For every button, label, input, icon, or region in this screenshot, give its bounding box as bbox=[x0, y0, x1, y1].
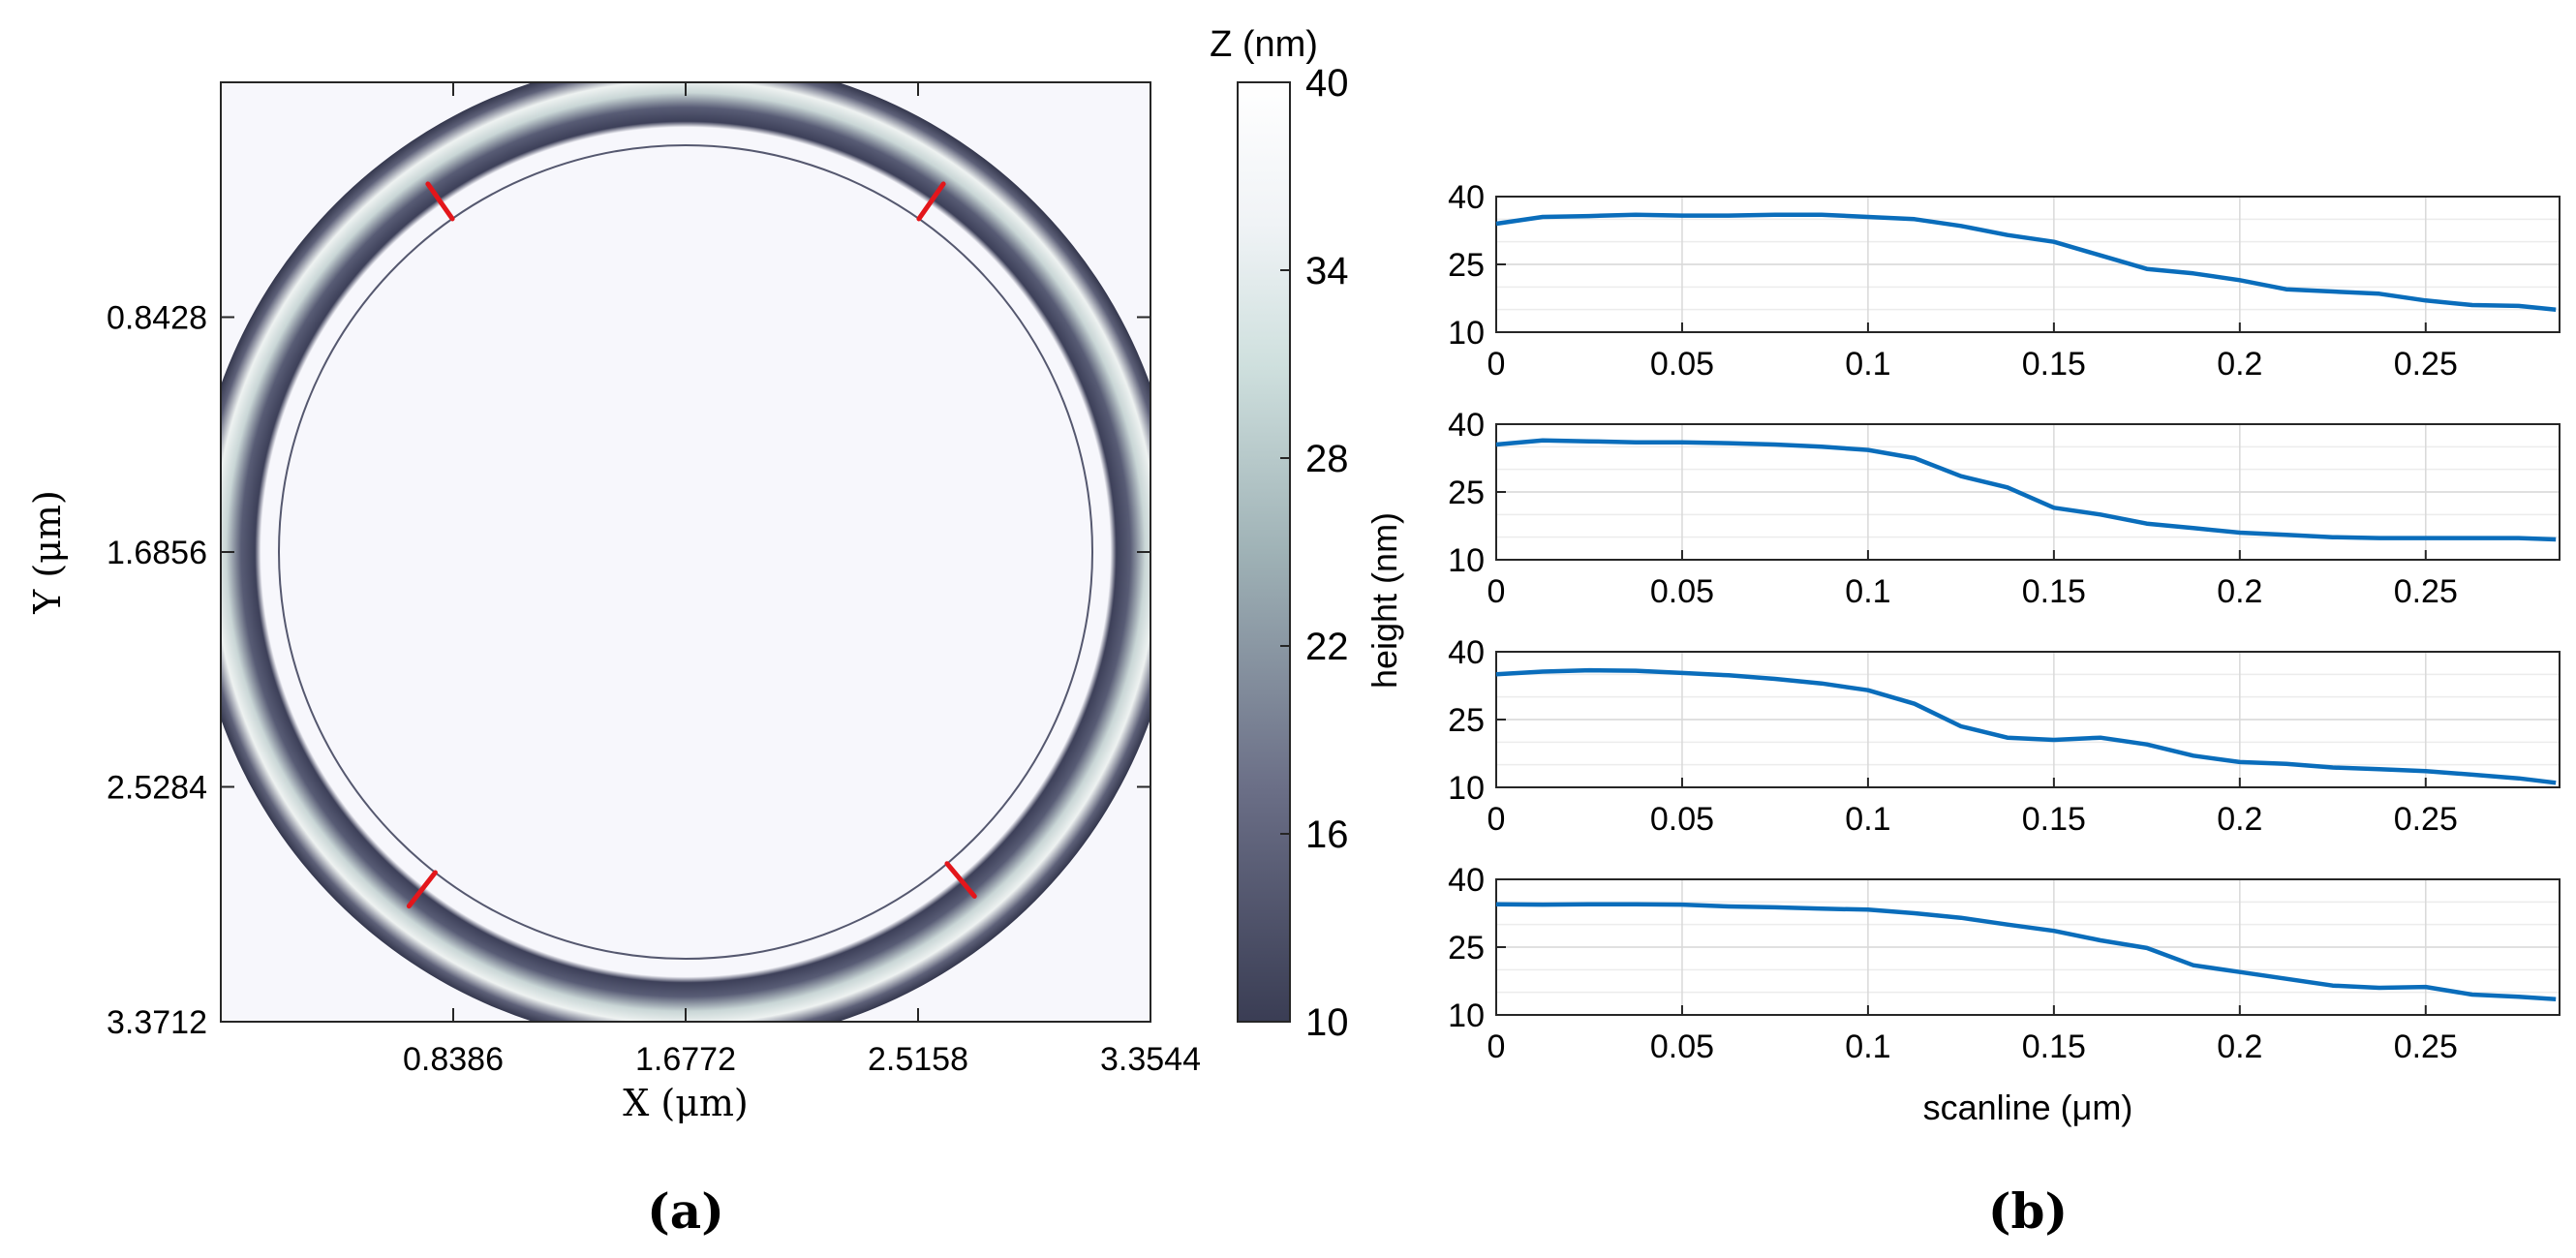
profile-x-tick-label: 0.05 bbox=[1650, 346, 1714, 383]
profiles-x-label: scanline (μm) bbox=[1923, 1088, 2133, 1127]
profile-x-tick-label: 0 bbox=[1487, 346, 1506, 383]
profile-x-tick-label: 0.1 bbox=[1845, 573, 1890, 610]
profile-line-profile-2 bbox=[1495, 438, 2557, 542]
profile-line-profile-4 bbox=[1495, 902, 2557, 1001]
heatmap-y-tick-label: 2.5284 bbox=[107, 770, 207, 807]
profile-x-tick-label: 0.15 bbox=[2022, 801, 2086, 838]
heatmap-x-tick-label: 3.3544 bbox=[1100, 1041, 1201, 1078]
profile-line-profile-1 bbox=[1495, 212, 2557, 312]
scanline-marker-bottom-right bbox=[944, 861, 977, 899]
colorbar-scale bbox=[1237, 81, 1291, 1023]
profile-y-tick-label: 25 bbox=[1448, 475, 1485, 511]
profile-y-tick-label: 10 bbox=[1448, 315, 1485, 352]
profile-x-tick-label: 0.2 bbox=[2217, 573, 2262, 610]
colorbar-tick-label: 40 bbox=[1305, 62, 1349, 105]
profile-x-tick-label: 0 bbox=[1487, 573, 1506, 610]
profile-x-tick-label: 0.25 bbox=[2394, 801, 2458, 838]
colorbar-tick-label: 28 bbox=[1305, 438, 1349, 480]
heatmap-y-label: Y (μm) bbox=[26, 490, 69, 615]
profile-y-tick-label: 10 bbox=[1448, 770, 1485, 807]
heatmap-y-tick-label: 1.6856 bbox=[107, 535, 207, 571]
scanline-marker-top-left bbox=[425, 181, 455, 222]
heatmap-x-label: X (μm) bbox=[623, 1082, 749, 1124]
colorbar: Z (nm) 40 34 28 22 16 10 bbox=[1210, 24, 1348, 1044]
profile-y-tick-label: 25 bbox=[1448, 247, 1485, 284]
colorbar-tick-label: 16 bbox=[1305, 813, 1349, 856]
profile-x-tick-label: 0.2 bbox=[2217, 346, 2262, 383]
profile-subplot-4: 40 25 100 0.05 0.1 0.15 0.2 0.25 bbox=[1448, 862, 2561, 1065]
profile-x-tick-label: 0.25 bbox=[2394, 346, 2458, 383]
profile-y-tick-label: 10 bbox=[1448, 997, 1485, 1034]
heatmap-x-tick-label: 0.8386 bbox=[403, 1041, 504, 1078]
heatmap-y-tick-label: 0.8428 bbox=[107, 300, 207, 337]
profile-x-tick-label: 0.1 bbox=[1845, 1028, 1890, 1065]
profile-x-tick-label: 0 bbox=[1487, 801, 1506, 838]
profile-x-tick-label: 0.05 bbox=[1650, 573, 1714, 610]
heatmap-x-tick-label: 2.5158 bbox=[868, 1041, 968, 1078]
scanline-marker-bottom-left bbox=[406, 870, 438, 909]
profile-x-tick-label: 0.15 bbox=[2022, 1028, 2086, 1065]
colorbar-label: Z (nm) bbox=[1210, 24, 1318, 65]
profile-subplot-3: 40 25 100 0.05 0.1 0.15 0.2 0.25 bbox=[1448, 634, 2561, 838]
scanline-marker-top-right bbox=[916, 181, 946, 222]
profile-x-tick-label: 0.1 bbox=[1845, 801, 1890, 838]
profile-x-tick-label: 0 bbox=[1487, 1028, 1506, 1065]
colorbar-tick-label: 22 bbox=[1305, 626, 1349, 668]
profile-x-tick-label: 0.15 bbox=[2022, 346, 2086, 383]
profile-x-tick-label: 0.25 bbox=[2394, 573, 2458, 610]
profile-x-tick-label: 0.15 bbox=[2022, 573, 2086, 610]
profile-x-tick-label: 0.1 bbox=[1845, 346, 1890, 383]
profile-y-tick-label: 40 bbox=[1448, 634, 1485, 671]
ring-inner-hole bbox=[278, 144, 1093, 960]
profile-subplot-1: 40 25 100 0.05 0.1 0.15 0.2 0.25 bbox=[1448, 179, 2561, 383]
profiles-y-label: height (nm) bbox=[1365, 512, 1404, 689]
profile-y-tick-label: 40 bbox=[1448, 407, 1485, 444]
heatmap-x-tick-label: 1.6772 bbox=[635, 1041, 736, 1078]
profile-y-tick-label: 25 bbox=[1448, 930, 1485, 967]
profile-subplot-2: 40 25 100 0.05 0.1 0.15 0.2 0.25 bbox=[1448, 407, 2561, 610]
profile-x-tick-label: 0.2 bbox=[2217, 1028, 2262, 1065]
profile-y-tick-label: 40 bbox=[1448, 179, 1485, 216]
profile-x-tick-label: 0.25 bbox=[2394, 1028, 2458, 1065]
ring-heatmap: 0.8386 1.6772 2.5158 3.3544 0.8428 1.6856 2.5… bbox=[26, 81, 1201, 1124]
colorbar-tick-label: 10 bbox=[1305, 1001, 1349, 1044]
profile-y-tick-label: 10 bbox=[1448, 542, 1485, 579]
colorbar-tick-label: 34 bbox=[1305, 250, 1349, 292]
panel-a-label: (a) bbox=[647, 1182, 724, 1240]
profile-y-tick-label: 40 bbox=[1448, 862, 1485, 899]
profile-y-tick-label: 25 bbox=[1448, 702, 1485, 739]
profile-x-tick-label: 0.05 bbox=[1650, 801, 1714, 838]
profile-line-profile-3 bbox=[1495, 667, 2557, 785]
heatmap-y-tick-label: 3.3712 bbox=[107, 1004, 207, 1041]
profile-x-tick-label: 0.2 bbox=[2217, 801, 2262, 838]
panel-b-label: (b) bbox=[1988, 1182, 2068, 1240]
profile-x-tick-label: 0.05 bbox=[1650, 1028, 1714, 1065]
